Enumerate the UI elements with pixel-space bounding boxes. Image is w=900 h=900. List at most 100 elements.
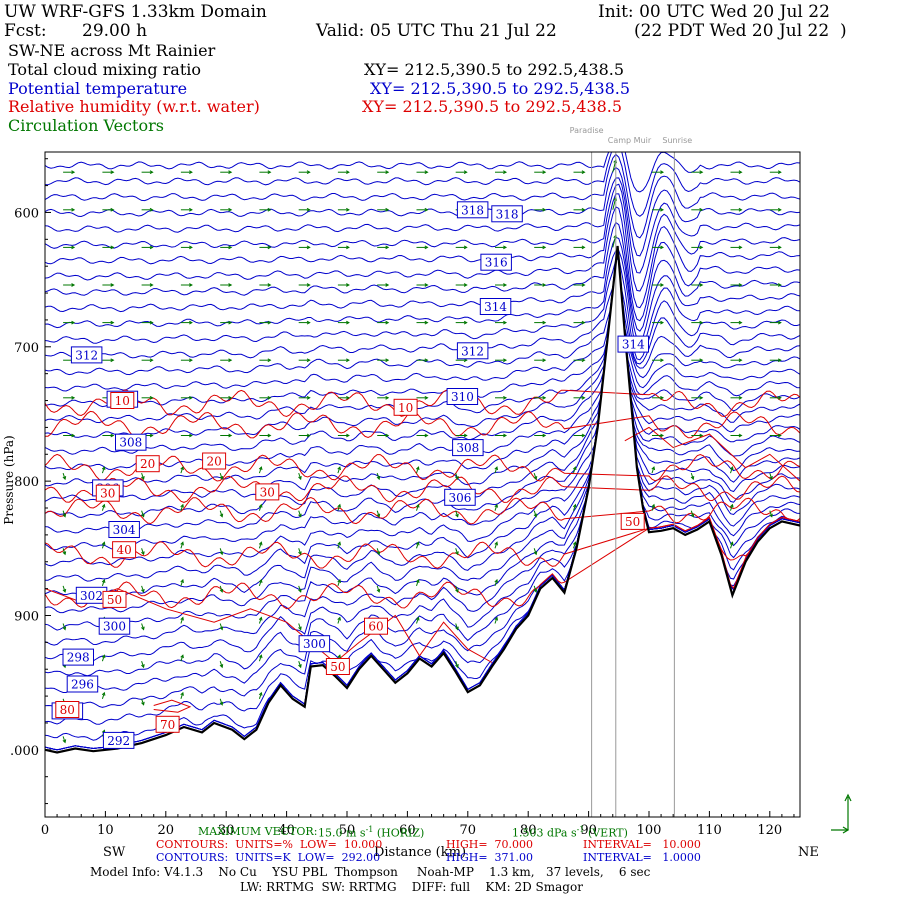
circulation-vector-head [581,283,586,287]
theta-label-box [444,488,476,506]
max-vector-horiz: 15.0 m s-1 (HORIZ) [318,825,425,840]
rh-label: 20 [140,457,155,471]
rh-label-box [325,658,350,675]
circulation-vector-head [219,664,224,669]
valid-time: Valid: 05 UTC Thu 21 Jul 22 [316,21,557,41]
circulation-vector-head [651,503,656,508]
circulation-vector-head [376,588,381,593]
circulation-vector-head [455,588,459,593]
circulation-vector [258,692,262,699]
circulation-vector-head [572,503,577,508]
circulation-vector-head [180,503,184,508]
circulation-vector-head [71,433,76,438]
circulation-vector-head [777,170,782,175]
theta-label: 302 [80,589,103,603]
circulation-vector-head [376,476,381,481]
circulation-vector-head [258,503,263,508]
rh-contour-interval: INTERVAL= 10.000 [583,838,701,851]
circulation-vector-head [494,541,498,546]
circulation-vector-head [101,578,106,583]
circulation-vector-head [503,320,508,325]
circulation-vector-head [494,578,498,583]
circulation-vector [258,504,262,511]
circulation-vector-head [141,551,145,556]
circulation-vector-head [346,395,350,400]
theta-label-box [98,617,131,635]
circulation-vector-head [533,588,538,593]
circulation-vector-head [415,616,420,621]
rh-label-box [202,452,227,470]
rh-label: 10 [398,401,413,415]
circulation-vector-head [71,207,76,212]
theta-contour-line [45,256,800,376]
circulation-vector-head [699,245,704,250]
circulation-vector-head [494,616,498,621]
circulation-vector [141,585,145,593]
sw-end-label: SW [103,845,126,860]
circulation-vector-head [306,395,311,400]
circulation-vector-head [542,207,547,212]
circulation-vector-head [533,513,538,518]
circulation-vector-head [219,701,224,706]
circulation-vector-head [385,358,390,363]
circulation-vector-head [228,207,233,212]
rh-label: 80 [60,703,75,717]
circulation-vector-head [463,320,468,325]
circulation-vectors [62,159,782,744]
circulation-vector-head [71,395,76,400]
circulation-vector-head [228,433,233,438]
circulation-vector [533,548,537,555]
circulation-vector-head [660,395,665,400]
field-rh-xy: XY= 212.5,390.5 to 292.5,438.5 [362,97,623,116]
theta-contour-line [45,256,800,487]
rh-label: 60 [368,620,383,634]
theta-contour-line [45,257,800,361]
circulation-vector-head [189,170,193,175]
circulation-vector-head [385,433,390,438]
circulation-vector-head [777,283,782,287]
circulation-vector-head [777,358,782,363]
rh-label-box [393,398,418,416]
circulation-vector-head [141,588,145,593]
circulation-vector-head [62,739,67,744]
theta-contour-line [45,221,800,332]
circulation-vector-head [660,170,665,175]
circulation-vector [455,510,459,517]
circulation-vector-head [455,664,459,669]
circulation-vector [455,623,459,630]
theta-label-box [115,433,147,451]
theta-label: 300 [103,620,126,634]
circulation-vector-head [62,588,67,593]
rh-contour-line [45,389,800,418]
theta-label: 310 [451,390,474,404]
theta-label-box [108,521,140,538]
theta-label-box [479,298,512,315]
field-cloud-xy: XY= 212.5,390.5 to 292.5,438.5 [364,60,625,79]
fcst-value: 29.00 h [82,21,148,41]
circulation-vector-head [298,551,302,556]
max-vector-vert-value: 1.503 dPa s [512,826,577,840]
circulation-vector-head [219,476,224,481]
circulation-vector-head [424,245,429,250]
theta-label: 318 [461,203,484,217]
rh-label-box [135,455,160,473]
circulation-vector-head [581,170,586,175]
rh-contour-line [624,426,800,482]
circulation-vector-head [258,691,263,696]
theta-label: 318 [496,207,519,221]
cross-section-title: SW-NE across Mt Rainier [8,41,216,60]
theta-label-box [70,346,103,364]
theta-label: 292 [107,734,130,748]
circulation-vector-head [660,283,665,287]
reference-vector-icon [831,793,852,834]
circulation-vector-head [298,513,302,518]
x-tick-label: 20 [158,823,175,838]
x-tick-label: 70 [460,823,477,838]
x-tick-label: 60 [399,823,416,838]
circulation-vector-head [101,503,106,508]
circulation-vector-head [141,476,145,481]
y-tick-label: 700 [14,341,39,356]
circulation-vector-head [699,395,704,400]
circulation-vector-head [180,616,184,621]
circulation-vector-head [62,513,67,518]
